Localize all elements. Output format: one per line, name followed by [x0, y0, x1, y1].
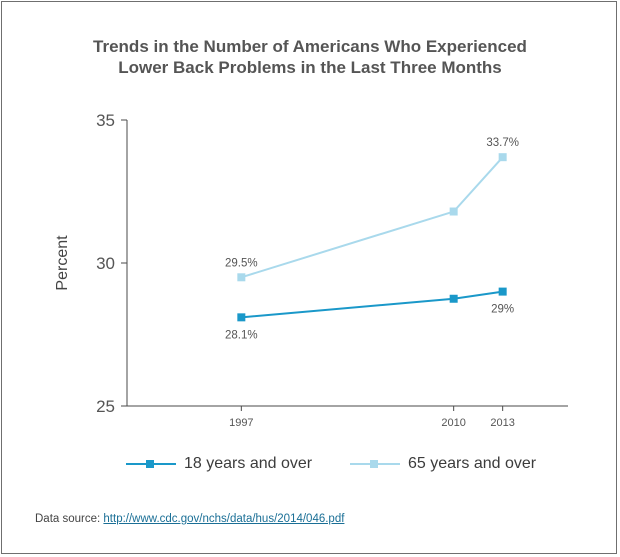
- x-tick-label-2013: 2013: [490, 417, 514, 429]
- y-tick-label-25: 25: [96, 397, 115, 416]
- legend-swatch-18-years: [126, 452, 176, 476]
- data-source-label: Data source:: [35, 513, 101, 525]
- chart-title-line-2: Lower Back Problems in the Last Three Mo…: [118, 58, 502, 77]
- data-label-18-years-1997: 28.1%: [225, 329, 258, 341]
- x-tick-label-1997: 1997: [229, 417, 253, 429]
- data-source-link[interactable]: http://www.cdc.gov/nchs/data/hus/2014/04…: [103, 513, 345, 525]
- series-line-65-years: [241, 156, 504, 279]
- point-18-years-2010: [449, 294, 458, 303]
- x-tick-label-2010: 2010: [441, 417, 465, 429]
- point-18-years-1997: [237, 313, 246, 322]
- y-tick-label-35: 35: [96, 111, 115, 130]
- data-source: Data source: http://www.cdc.gov/nchs/dat…: [35, 513, 344, 525]
- chart-title-line-1: Trends in the Number of Americans Who Ex…: [93, 37, 527, 56]
- series-line-18-years: [241, 290, 503, 319]
- data-label-18-years-2013: 29%: [491, 304, 514, 316]
- legend-item-18-years: 18 years and over: [126, 452, 312, 476]
- legend-label-65-years: 65 years and over: [408, 455, 537, 472]
- data-label-65-years-1997: 29.5%: [225, 257, 258, 269]
- legend-swatch-65-years: [350, 452, 400, 476]
- y-tick-label-30: 30: [96, 254, 115, 273]
- y-axis-label: Percent: [54, 235, 71, 291]
- point-65-years-1997: [237, 273, 246, 282]
- data-label-65-years-2013: 33.7%: [486, 137, 519, 149]
- legend-item-65-years: 65 years and over: [350, 452, 536, 476]
- legend-label-18-years: 18 years and over: [184, 455, 313, 472]
- point-65-years-2010: [449, 207, 458, 216]
- point-18-years-2013: [498, 287, 507, 296]
- point-65-years-2013: [498, 153, 507, 162]
